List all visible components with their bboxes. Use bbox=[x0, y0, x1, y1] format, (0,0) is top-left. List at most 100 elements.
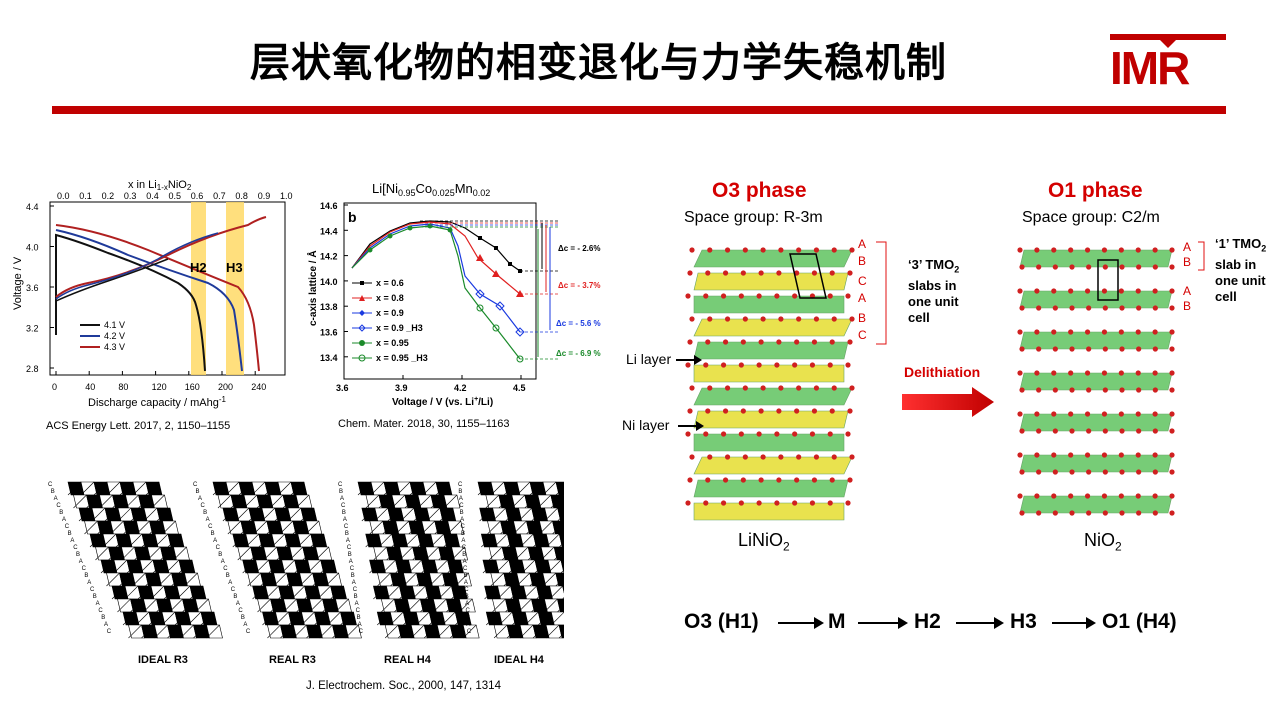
stacking-letter: C bbox=[193, 482, 198, 488]
stacking-letter: C bbox=[107, 629, 112, 635]
stacking-letter: C bbox=[216, 545, 221, 551]
stacking-letter: B bbox=[101, 615, 105, 621]
stacking-label: REAL H4 bbox=[384, 654, 432, 666]
stacking-letter: B bbox=[233, 594, 237, 600]
stacking-label: IDEAL R3 bbox=[138, 654, 188, 666]
top-tick-label: 0.4 bbox=[146, 191, 159, 201]
stacking-letter: C bbox=[350, 566, 355, 572]
stacking-letter: B bbox=[203, 510, 207, 516]
stacking-letter: C bbox=[201, 503, 206, 509]
legend-item: 4.2 V bbox=[104, 331, 125, 341]
stacking-letter: B bbox=[351, 573, 355, 579]
x-axis-label: Discharge capacity / mAhg-1 bbox=[88, 395, 227, 409]
lattice-chart: Li[Ni0.95Co0.025Mn0.02 b 14.6 14.4 14.2 14.… bbox=[300, 176, 620, 412]
o1-bracket bbox=[1198, 241, 1205, 271]
stacking-letter: A bbox=[236, 601, 240, 607]
stacking-letter: C bbox=[347, 545, 352, 551]
x-tick-labels: 0 40 80 120 160 200 240 bbox=[52, 371, 266, 392]
y-tick-label: 14.4 bbox=[320, 226, 338, 236]
stacking-letter: A bbox=[96, 601, 100, 607]
stacking-letter: A bbox=[464, 580, 468, 586]
legend: 4.1 V 4.2 V 4.3 V bbox=[80, 320, 125, 352]
x-tick-labels: 3.6 3.9 4.2 4.5 bbox=[336, 375, 526, 393]
stacking-label: IDEAL H4 bbox=[494, 654, 545, 666]
stacking-letter: B bbox=[465, 594, 469, 600]
stacking-letter: C bbox=[341, 503, 346, 509]
o3-phase-title: O3 phase bbox=[712, 179, 807, 202]
stacking-letter: C bbox=[467, 629, 472, 635]
stacking-letter: C bbox=[246, 629, 251, 635]
arrow-icon bbox=[956, 617, 1004, 629]
x-tick-label: 120 bbox=[152, 382, 167, 392]
y-tick-label: 13.8 bbox=[320, 302, 338, 312]
legend-item: 4.1 V bbox=[104, 320, 125, 330]
stacking-letter: A bbox=[343, 517, 347, 523]
top-tick-labels: 0.0 0.1 0.2 0.3 0.4 0.5 0.6 0.7 0.8 0.9 1.0 bbox=[57, 191, 293, 201]
stacking-letter: A bbox=[358, 622, 362, 628]
stacking-letter: C bbox=[338, 482, 343, 488]
o1-compound: NiO2 bbox=[1084, 530, 1122, 554]
x-tick-label: 4.5 bbox=[513, 383, 526, 393]
stacking-letter: A bbox=[465, 601, 469, 607]
band-label-h3: H3 bbox=[226, 260, 243, 275]
x-tick-label: 4.2 bbox=[454, 383, 467, 393]
top-tick-label: 0.3 bbox=[124, 191, 137, 201]
delithiation-label: Delithiation bbox=[904, 364, 981, 380]
stacking-letter: A bbox=[346, 538, 350, 544]
stacking-letter: B bbox=[458, 489, 462, 495]
stacking-letter: A bbox=[87, 580, 91, 586]
o1-phase-title: O1 phase bbox=[1048, 179, 1143, 202]
stacking-letter: B bbox=[226, 573, 230, 579]
chart2-title: Li[Ni0.95Co0.025Mn0.02 bbox=[372, 181, 490, 198]
legend-item: x = 0.6 bbox=[376, 278, 404, 288]
o1-structure bbox=[1017, 247, 1175, 516]
phase-h3: H3 bbox=[1010, 610, 1037, 633]
stacking-letter: B bbox=[218, 552, 222, 558]
stacking-label: REAL R3 bbox=[269, 654, 316, 666]
stacking-letter: B bbox=[68, 531, 72, 537]
voltage-chart: x in Li1-xNiO2 H2 H3 4.4 4.0 3.6 3.2 2.8 0 40… bbox=[8, 175, 293, 415]
x-tick-label: 0 bbox=[52, 382, 57, 392]
phase-o1-h4: O1 (H4) bbox=[1102, 610, 1177, 633]
stacking-letter: B bbox=[241, 615, 245, 621]
arrow-icon bbox=[778, 617, 824, 629]
stacking-letter: B bbox=[51, 489, 55, 495]
stacking-letter: A bbox=[54, 496, 58, 502]
x-tick-label: 40 bbox=[85, 382, 95, 392]
band-label-h2: H2 bbox=[190, 260, 207, 275]
delta-c: Δc = - 2.6% bbox=[558, 244, 600, 253]
o3-bracket bbox=[876, 241, 887, 345]
stacking-letter: A bbox=[461, 538, 465, 544]
y-tick-label: 2.8 bbox=[26, 364, 39, 374]
stacking-letter: A bbox=[206, 517, 210, 523]
legend-item: x = 0.95 bbox=[376, 338, 409, 348]
stacking-letter: A bbox=[340, 496, 344, 502]
stacking-letter: C bbox=[462, 545, 467, 551]
stacking-caption: J. Electrochem. Soc., 2000, 147, 1314 bbox=[306, 680, 501, 692]
chart2-caption: Chem. Mater. 2018, 30, 1155–1163 bbox=[338, 418, 510, 430]
stacking-letter: B bbox=[345, 531, 349, 537]
stacking-letter: A bbox=[463, 559, 467, 565]
stacking-letter: C bbox=[82, 566, 87, 572]
x-tick-label: 160 bbox=[185, 382, 200, 392]
o3-stack-letter: C bbox=[858, 274, 867, 288]
top-tick-label: 0.7 bbox=[213, 191, 226, 201]
stacking-letter: C bbox=[208, 524, 213, 530]
phase-sequence: O3 (H1) M H2 H3 O1 (H4) bbox=[684, 610, 1204, 640]
stacking-letter: A bbox=[349, 559, 353, 565]
imr-logo: IMR bbox=[1110, 34, 1226, 86]
top-tick-label: 0.8 bbox=[235, 191, 248, 201]
stacking-letter: C bbox=[48, 482, 53, 488]
top-tick-label: 1.0 bbox=[280, 191, 293, 201]
stacking-letter: C bbox=[359, 629, 364, 635]
stacking-letter: C bbox=[458, 482, 463, 488]
stacking-letter: B bbox=[196, 489, 200, 495]
stacking-letter: C bbox=[463, 566, 468, 572]
stacking-letter: B bbox=[463, 573, 467, 579]
stacking-letter: B bbox=[59, 510, 63, 516]
top-tick-label: 0.2 bbox=[102, 191, 115, 201]
stacking-letter: A bbox=[228, 580, 232, 586]
stacking-letter: C bbox=[464, 587, 469, 593]
